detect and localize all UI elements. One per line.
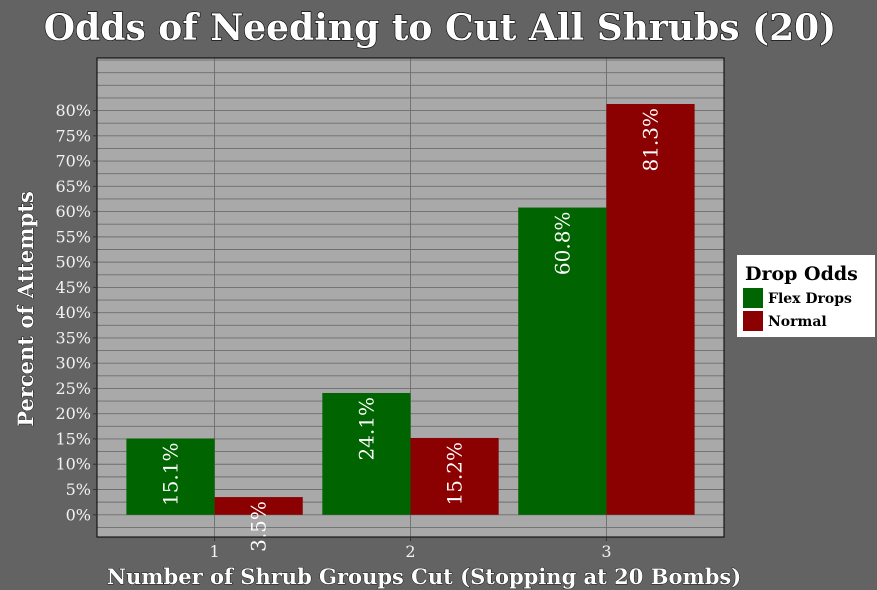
chart-title: Odds of Needing to Cut All Shrubs (20): [44, 7, 836, 49]
legend-label: Flex Drops: [768, 291, 852, 307]
bar-labels: 15.1% 24.1% 60.8% 3.5% 15.2% 81.3%: [158, 108, 662, 552]
y-tick-label: 25%: [55, 379, 91, 398]
x-axis-title: Number of Shrub Groups Cut (Stopping at …: [107, 564, 741, 589]
x-tick-label: 1: [209, 542, 219, 561]
legend-swatch-normal: [743, 311, 763, 331]
y-tick-label: 55%: [55, 227, 91, 246]
bar-value-label: 24.1%: [354, 397, 378, 461]
x-tick-label: 2: [405, 542, 415, 561]
y-tick-label: 80%: [55, 101, 91, 120]
bar-normal-2: [410, 437, 499, 515]
bar-normal-1: [214, 497, 303, 515]
legend-title: Drop Odds: [745, 263, 858, 285]
y-tick-label: 0%: [66, 505, 91, 524]
y-tick-label: 70%: [55, 152, 91, 171]
y-tick-label: 10%: [55, 455, 91, 474]
bar-normal-3: [606, 103, 695, 515]
y-tick-label: 60%: [55, 202, 91, 221]
legend: Drop Odds Flex Drops Normal: [737, 255, 875, 337]
bar-value-label: 15.2%: [443, 442, 467, 506]
y-tick-label: 40%: [55, 303, 91, 322]
bars: [126, 103, 695, 515]
y-tick-label: 30%: [55, 354, 91, 373]
bar-value-label: 81.3%: [639, 108, 663, 172]
bar-flex-drops-2: [322, 392, 411, 515]
y-tick-label: 35%: [55, 328, 91, 347]
x-axis-ticks: 1 2 3: [209, 537, 612, 561]
y-tick-label: 65%: [55, 177, 91, 196]
y-tick-label: 5%: [66, 480, 91, 499]
bar-value-label: 15.1%: [158, 442, 182, 506]
y-tick-label: 50%: [55, 253, 91, 272]
legend-swatch-flex-drops: [743, 288, 763, 308]
x-tick-label: 3: [601, 542, 611, 561]
y-tick-label: 15%: [55, 429, 91, 448]
y-axis-ticks: 0% 5% 10% 15% 20% 25% 30% 35% 40% 45% 50% 55% 60% 65%…: [55, 101, 97, 524]
y-tick-label: 20%: [55, 404, 91, 423]
bar-value-label: 3.5%: [247, 501, 271, 552]
y-tick-label: 45%: [55, 278, 91, 297]
legend-label: Normal: [768, 314, 827, 330]
y-tick-label: 75%: [55, 126, 91, 145]
bar-flex-drops-1: [126, 438, 215, 515]
bar-value-label: 60.8%: [550, 212, 574, 276]
y-axis-title: Percent of Attempts: [13, 191, 38, 427]
bar-flex-drops-3: [518, 207, 607, 515]
